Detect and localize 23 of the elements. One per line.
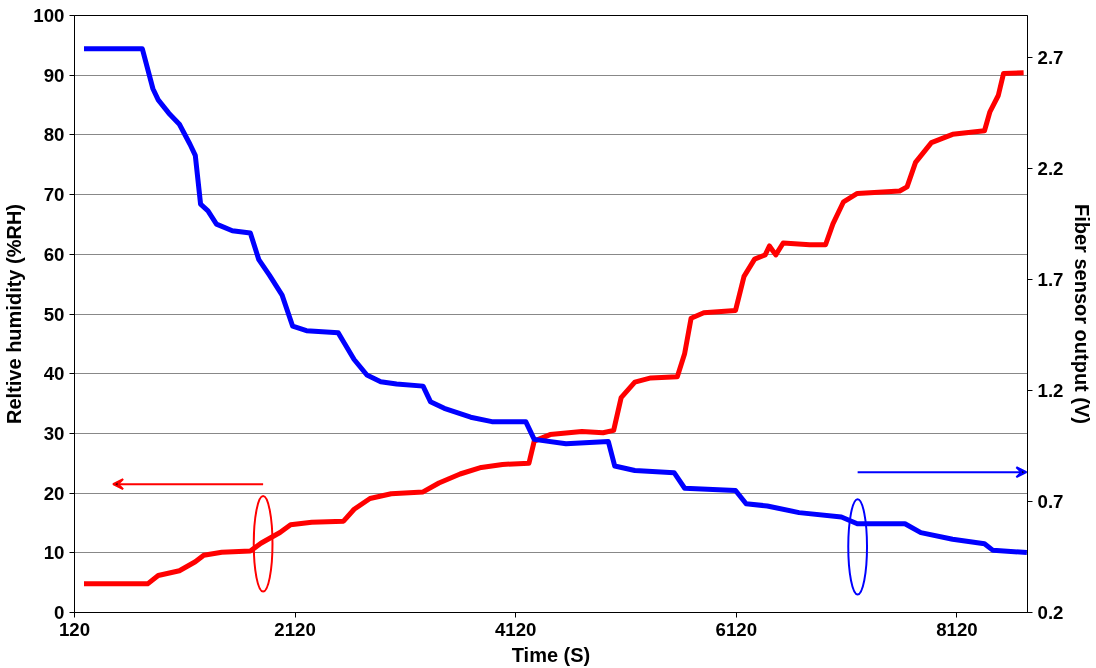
y-tick-label: 50 bbox=[43, 303, 65, 325]
x-axis-title: Time (S) bbox=[511, 643, 591, 666]
y2-tick-label: 2.2 bbox=[1037, 158, 1064, 180]
y2-axis-title: Fiber sensor output (V) bbox=[1071, 204, 1094, 424]
y2-tick-label: 1.2 bbox=[1037, 380, 1064, 402]
y-tick-label: 10 bbox=[43, 542, 65, 564]
x-tick-label: 8120 bbox=[936, 618, 978, 640]
y-tick-label: 60 bbox=[43, 243, 65, 265]
y-tick-label: 70 bbox=[43, 184, 65, 206]
y-tick-label: 90 bbox=[43, 64, 65, 86]
y-axis-title: Reltive humidity (%RH) bbox=[3, 203, 26, 425]
x-tick-label: 6120 bbox=[715, 618, 758, 640]
y2-tick-label: 0.2 bbox=[1037, 602, 1064, 623]
y-tick-label: 80 bbox=[43, 124, 65, 146]
y2-tick-label: 1.7 bbox=[1037, 269, 1064, 291]
y-tick-label: 40 bbox=[43, 363, 65, 385]
y2-tick-label: 0.7 bbox=[1037, 491, 1064, 513]
y-tick-label: 20 bbox=[43, 482, 65, 504]
y-tick-label: 100 bbox=[33, 5, 65, 26]
x-tick-label: 2120 bbox=[274, 618, 316, 640]
y2-tick-label: 2.7 bbox=[1037, 47, 1064, 69]
x-tick-label: 4120 bbox=[494, 618, 537, 640]
y-tick-label: 30 bbox=[43, 422, 65, 444]
